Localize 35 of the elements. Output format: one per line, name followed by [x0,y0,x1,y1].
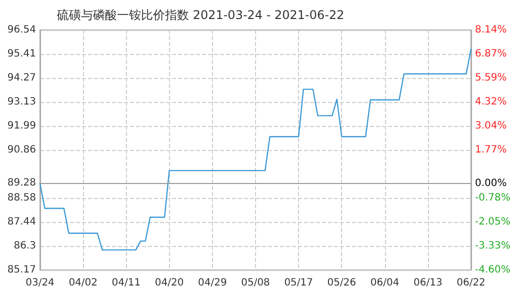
y2-tick-label: 0.00% [475,178,507,189]
y2-tick-label: -0.78% [475,192,510,204]
y2-tick-label: 6.87% [475,48,507,60]
y-tick-label: 95.41 [7,48,36,60]
chart-title: 硫磺与磷酸一铵比价指数 2021-03-24 - 2021-06-22 [57,8,344,22]
x-tick-label: 04/29 [198,278,227,288]
y2-tick-label: 8.14% [475,24,507,36]
y2-tick-label: 3.04% [475,120,507,132]
x-tick-label: 05/08 [241,278,270,288]
y2-tick-label: 4.32% [475,96,507,108]
y-tick-label: 86.3 [14,240,36,252]
y2-tick-label: -3.33% [475,240,510,252]
y-tick-label: 88.58 [7,192,36,204]
y-tick-label: 89.28 [7,178,36,189]
y-tick-label: 96.54 [7,24,36,36]
x-tick-label: 05/17 [284,278,314,288]
x-tick-label: 04/02 [68,278,98,288]
y2-tick-label: 5.59% [475,72,507,84]
x-tick-label: 06/13 [413,278,442,288]
y-tick-label: 90.86 [7,144,36,156]
x-tick-label: 06/22 [456,278,486,288]
x-tick-label: 06/04 [370,278,400,288]
x-tick-label: 04/20 [154,278,184,288]
y2-tick-label: 1.77% [475,144,507,156]
x-tick-label: 03/24 [26,278,54,288]
y-tick-label: 87.44 [7,216,36,228]
y-tick-label: 91.99 [7,120,36,132]
y-tick-label: 85.17 [7,264,36,276]
y-tick-label: 93.13 [7,96,36,108]
y2-tick-label: -2.05% [475,216,510,228]
y2-tick-label: -4.60% [475,264,510,276]
y-tick-label: 94.27 [7,72,36,84]
x-tick-label: 05/26 [327,278,356,288]
x-tick-label: 04/11 [112,278,141,288]
line-series [39,48,472,251]
